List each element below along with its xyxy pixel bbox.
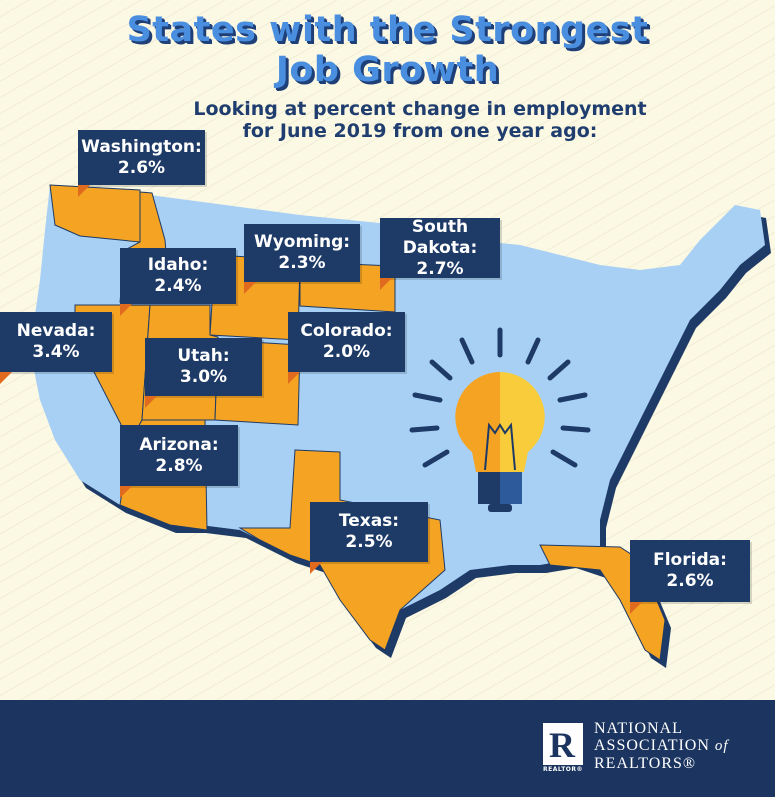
state-name: Arizona:	[139, 434, 219, 455]
state-name: South Dakota:	[402, 216, 478, 258]
state-name: Wyoming:	[253, 232, 351, 252]
state-value: 2.5%	[345, 532, 393, 552]
state-name: Washington:	[81, 136, 202, 157]
state-value: 2.8%	[155, 455, 203, 476]
org-name: NATIONAL ASSOCIATION of REALTORS®	[594, 720, 729, 772]
footer	[0, 700, 775, 797]
state-value: 2.6%	[666, 571, 714, 591]
state-value: 2.6%	[117, 157, 166, 178]
title-line-2: Job Growth	[275, 50, 500, 90]
label-florida: Florida: 2.6%	[630, 540, 750, 614]
state-value: 2.4%	[154, 276, 202, 296]
state-value: 2.3%	[278, 253, 326, 273]
state-value: 2.0%	[322, 342, 371, 362]
label-utah: Utah: 3.0%	[145, 338, 262, 408]
state-value: 2.7%	[416, 258, 464, 279]
subtitle-line-1: Looking at percent change in employment	[193, 98, 647, 120]
org-line-1: NATIONAL	[594, 720, 683, 737]
subtitle-line-2: for June 2019 from one year ago:	[242, 120, 598, 142]
label-colorado: Colorado: 2.0%	[288, 312, 405, 384]
logo-letter: R	[549, 725, 575, 765]
light-bulb-icon	[409, 327, 591, 512]
logo-caption: REALTOR®	[543, 766, 584, 773]
org-line-2: ASSOCIATION	[594, 737, 710, 754]
realtor-logo: R	[543, 723, 583, 765]
state-value: 3.4%	[32, 342, 80, 362]
state-name: Idaho:	[147, 255, 209, 275]
state-name: Nevada:	[16, 321, 96, 341]
org-line-3: REALTORS®	[594, 755, 697, 772]
label-idaho: Idaho: 2.4%	[120, 248, 236, 316]
state-name: Florida:	[653, 550, 727, 570]
label-south-dakota: South Dakota: 2.7%	[380, 216, 500, 290]
label-texas: Texas: 2.5%	[310, 502, 428, 574]
state-name: Colorado:	[300, 321, 393, 341]
state-name: Utah:	[177, 346, 230, 366]
subtitle: Looking at percent change in employment …	[150, 98, 690, 142]
label-nevada: Nevada: 3.4%	[0, 312, 112, 384]
page-title: States with the Strongest Job Growth	[0, 10, 775, 90]
state-name: Texas:	[338, 511, 400, 531]
org-of: of	[714, 738, 729, 754]
label-arizona: Arizona: 2.8%	[120, 425, 238, 498]
label-washington: Washington: 2.6%	[78, 130, 205, 197]
title-line-1: States with the Strongest	[126, 10, 649, 50]
state-washington	[49, 184, 141, 243]
label-wyoming: Wyoming: 2.3%	[244, 224, 360, 294]
state-value: 3.0%	[179, 367, 228, 387]
